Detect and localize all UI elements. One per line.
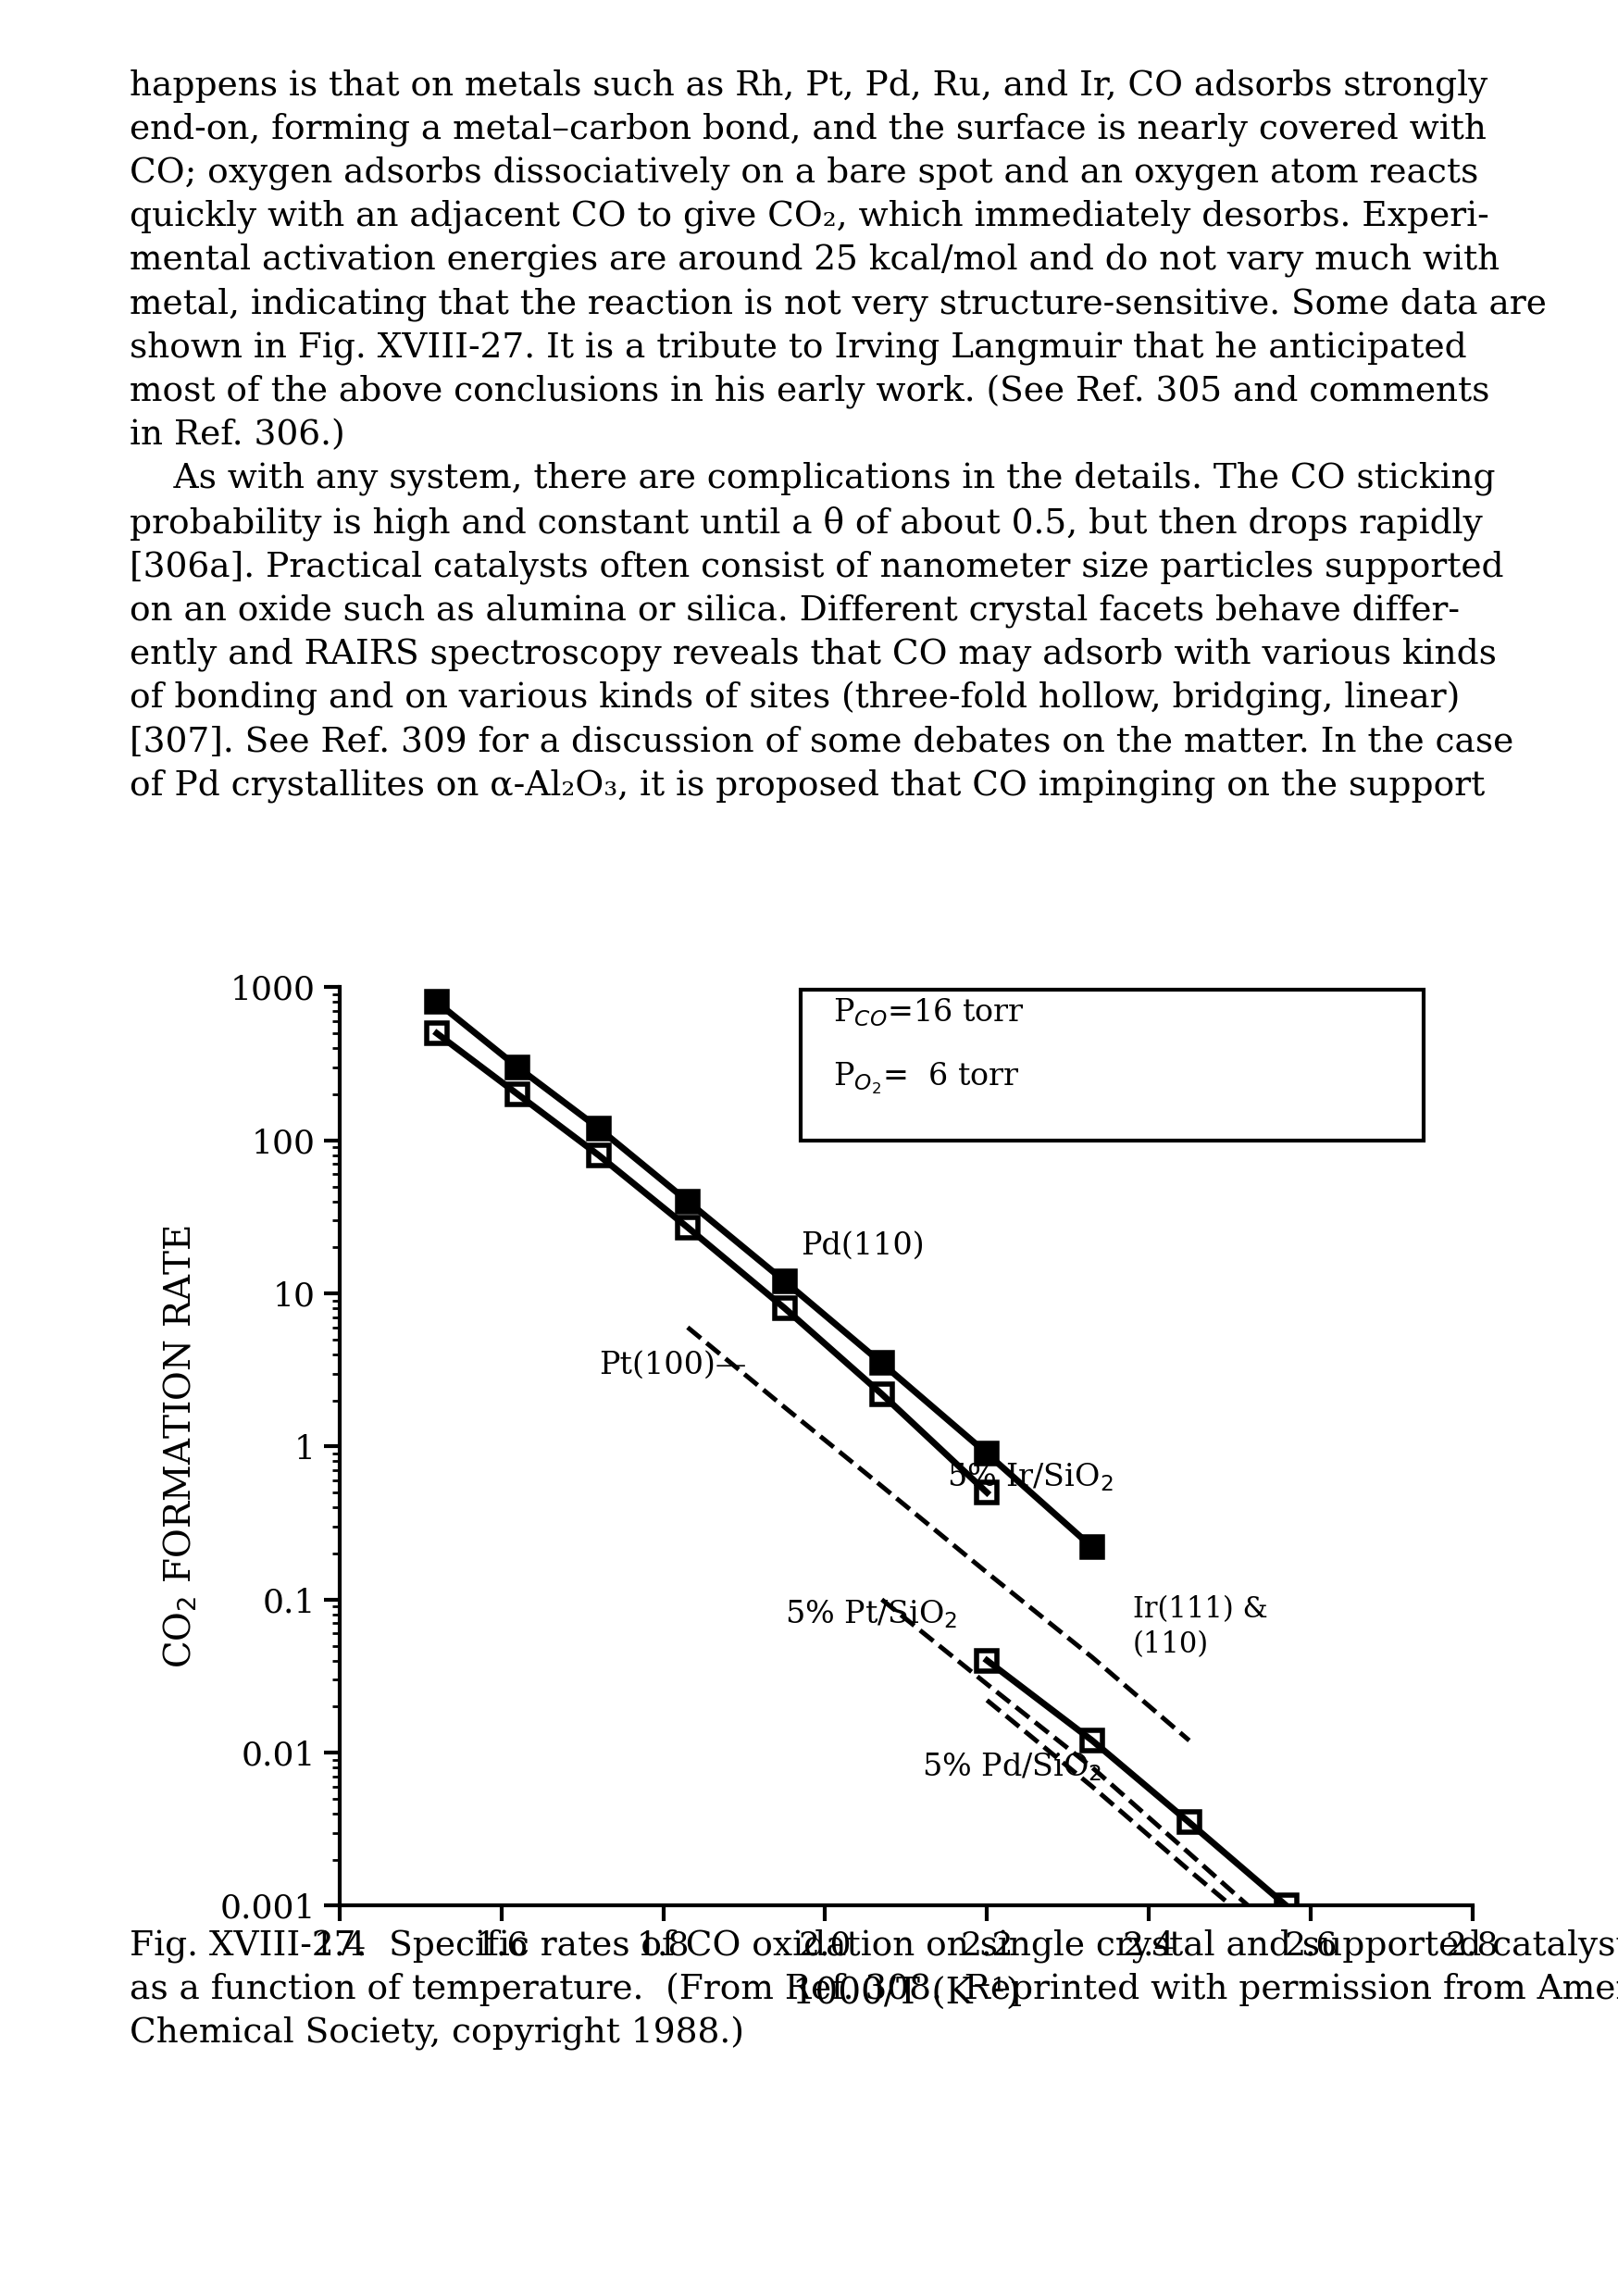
Text: 5% Ir/SiO$_2$: 5% Ir/SiO$_2$ [947,1460,1113,1492]
X-axis label: 1000/T (K⁻¹): 1000/T (K⁻¹) [793,1977,1019,2011]
Text: P$_{O_2}$=  6 torr: P$_{O_2}$= 6 torr [833,1061,1019,1095]
Text: 5% Pd/SiO$_2$: 5% Pd/SiO$_2$ [922,1752,1102,1784]
Text: 5% Pt/SiO$_2$: 5% Pt/SiO$_2$ [785,1598,958,1630]
Text: Pt(100)—: Pt(100)— [599,1350,746,1380]
Text: Fig. XVIII-27.  Specific rates of CO oxidation on single crystal and supported c: Fig. XVIII-27. Specific rates of CO oxid… [129,1929,1618,2050]
Text: Ir(111) &
(110): Ir(111) & (110) [1133,1596,1267,1660]
Bar [801,990,1424,1141]
Text: happens is that on metals such as Rh, Pt, Pd, Ru, and Ir, CO adsorbs strongly
en: happens is that on metals such as Rh, Pt… [129,69,1547,804]
Text: Pd(110): Pd(110) [801,1231,924,1261]
Text: P$_{CO}$=16 torr: P$_{CO}$=16 torr [833,996,1024,1029]
Y-axis label: CO$_2$ FORMATION RATE: CO$_2$ FORMATION RATE [162,1224,199,1669]
